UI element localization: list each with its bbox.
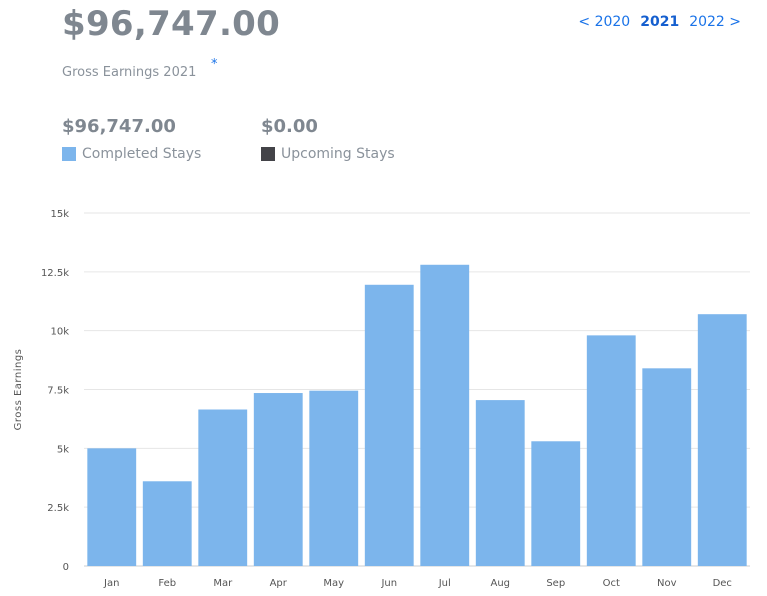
next-year-link[interactable]: 2022 > [689, 14, 741, 30]
x-tick-label: Oct [603, 578, 620, 589]
y-tick-label: 15k [50, 209, 69, 220]
completed-stays-label: Completed Stays [82, 146, 202, 162]
bar[interactable] [198, 409, 248, 566]
x-tick-label: Jul [438, 578, 451, 589]
y-tick-label: 2.5k [47, 503, 69, 514]
upcoming-stays-legend[interactable]: Upcoming Stays [261, 146, 395, 162]
x-tick-label: Aug [490, 578, 510, 589]
current-year: 2021 [640, 14, 680, 30]
y-tick-label: 12.5k [41, 268, 69, 279]
bar[interactable] [586, 335, 636, 566]
bar[interactable] [697, 314, 747, 566]
x-tick-label: Dec [713, 578, 732, 589]
x-tick-label: Nov [657, 578, 677, 589]
bar[interactable] [642, 368, 692, 566]
completed-stays-amount: $96,747.00 [62, 116, 176, 137]
y-axis-label: Gross Earnings [13, 349, 24, 431]
bar[interactable] [142, 481, 192, 566]
year-navigation: < 2020 2021 2022 > [578, 14, 741, 30]
completed-stays-legend[interactable]: Completed Stays [62, 146, 201, 162]
x-tick-label: Sep [546, 578, 565, 589]
earnings-bar-chart: 0 2.5k 5k 7.5k 10k 12.5k 15k Gross Earnings Jan F… [13, 209, 750, 589]
bar[interactable] [87, 448, 137, 566]
bar[interactable] [364, 284, 414, 566]
footnote-asterisk[interactable]: * [211, 57, 218, 72]
upcoming-stays-swatch [261, 147, 275, 161]
bar[interactable] [253, 393, 303, 566]
x-tick-label: Feb [158, 578, 176, 589]
earnings-subtitle: Gross Earnings 2021 [62, 65, 197, 80]
y-tick-label: 7.5k [47, 386, 69, 397]
y-tick-label: 5k [57, 444, 69, 455]
x-tick-label: May [323, 578, 344, 589]
completed-stays-swatch [62, 147, 76, 161]
bar[interactable] [475, 400, 525, 566]
upcoming-stays-label: Upcoming Stays [281, 146, 395, 162]
upcoming-stays-stat: $0.00 Upcoming Stays [261, 116, 395, 162]
x-tick-label: Mar [213, 578, 233, 589]
total-earnings: $96,747.00 [62, 4, 281, 44]
bar[interactable] [309, 390, 359, 566]
x-tick-label: Jan [103, 578, 119, 589]
bar[interactable] [420, 264, 470, 566]
x-tick-label: Jun [380, 578, 397, 589]
bar[interactable] [531, 441, 581, 566]
x-tick-label: Apr [270, 578, 288, 589]
completed-stays-stat: $96,747.00 Completed Stays [62, 116, 201, 162]
y-tick-label: 0 [63, 562, 69, 573]
y-tick-label: 10k [50, 327, 69, 338]
prev-year-link[interactable]: < 2020 [578, 14, 631, 30]
upcoming-stays-amount: $0.00 [261, 116, 318, 137]
